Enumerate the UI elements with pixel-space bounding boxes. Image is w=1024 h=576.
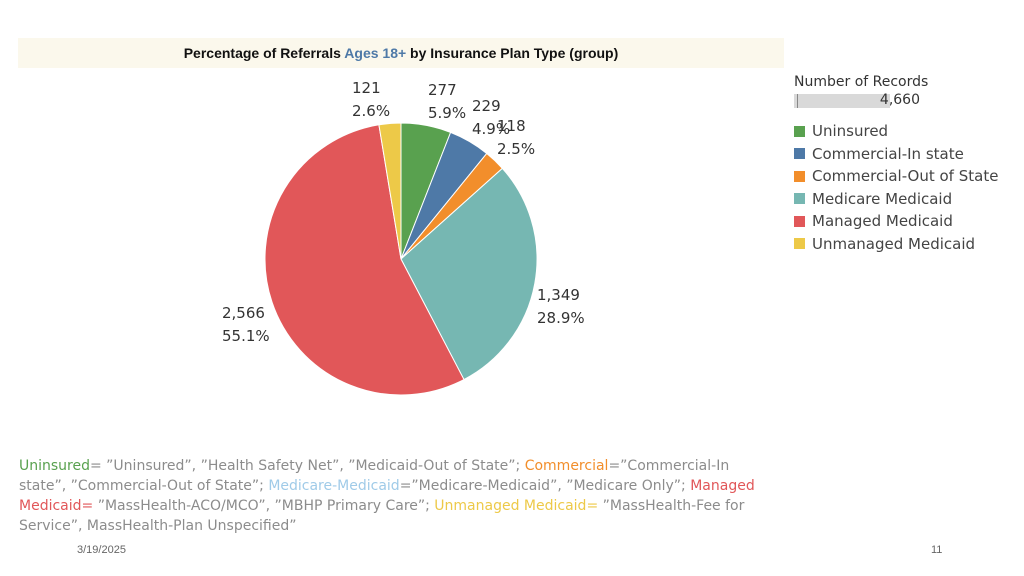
slice-label-unmanaged-medicaid: 121 2.6% [352, 77, 390, 123]
legend-label: Medicare Medicaid [812, 189, 953, 208]
legend-item-commercial-in-state[interactable]: Commercial-In state [794, 143, 998, 166]
slice-pct: 2.5% [497, 140, 536, 158]
note-unmanaged-key: Unmanaged Medicaid= [434, 498, 599, 514]
legend-item-uninsured[interactable]: Uninsured [794, 120, 998, 143]
legend-swatch [794, 148, 805, 160]
slice-pct: 4.9% [472, 120, 511, 138]
slice-label-medicare-medicaid: 1,349 28.9% [537, 284, 585, 330]
legend-label: Unmanaged Medicaid [812, 234, 976, 253]
slice-value: 121 [352, 79, 381, 97]
legend-swatch [794, 215, 805, 227]
slice-label-uninsured: 277 5.9% [428, 79, 466, 125]
note-medicare-val: =”Medicare-Medicaid”, ”Medicare Only”; [399, 478, 691, 494]
size-legend-tick [797, 94, 798, 108]
note-commercial-key: Commercial [524, 458, 609, 474]
slice-label-managed-medicaid: 2,566 55.1% [222, 302, 270, 348]
size-legend-bar: 4,660 [794, 92, 920, 108]
legend-swatch [794, 193, 805, 205]
legend-label: Managed Medicaid [812, 212, 953, 231]
title-text-2: by Insurance Plan Type (group) [406, 45, 619, 61]
size-legend-value: 4,660 [879, 92, 920, 108]
slice-value: 1,349 [537, 286, 580, 304]
slice-value: 118 [497, 117, 526, 135]
legend-label: Uninsured [812, 122, 889, 141]
note-uninsured-key: Uninsured [19, 458, 90, 474]
definitions-note: Uninsured= ”Uninsured”, ”Health Safety N… [19, 456, 779, 536]
title-text-1: Percentage of Referrals [183, 45, 345, 61]
slice-label-commercial-out-of-state: 118 2.5% [497, 115, 535, 161]
footer-date: 3/19/2025 [77, 544, 126, 556]
legend-swatch [794, 170, 805, 182]
note-managed-val: ”MassHealth-ACO/MCO”, ”MBHP Primary Care… [93, 498, 435, 514]
title-band: Percentage of Referrals Ages 18+ by Insu… [18, 38, 784, 68]
legend-item-unmanaged-medicaid[interactable]: Unmanaged Medicaid [794, 233, 998, 256]
legend-item-medicare-medicaid[interactable]: Medicare Medicaid [794, 188, 998, 211]
pie-slice-managed-medicaid[interactable] [264, 124, 465, 396]
note-medicare-key: Medicare-Medicaid [268, 478, 400, 494]
legend-swatch [794, 238, 805, 250]
slice-pct: 28.9% [537, 309, 585, 327]
slice-pct: 2.6% [352, 102, 391, 120]
pie-slice-medicare-medicaid[interactable] [400, 167, 538, 381]
legend-item-commercial-out-of-state[interactable]: Commercial-Out of State [794, 165, 998, 188]
legend-label: Commercial-In state [812, 144, 964, 163]
slice-value: 2,566 [222, 304, 265, 322]
note-commercial-val: =”Commercial-In state”, ”Commercial-Out … [19, 458, 730, 494]
chart-title: Percentage of Referrals Ages 18+ by Insu… [18, 45, 784, 61]
slice-pct: 5.9% [428, 104, 467, 122]
slice-value: 277 [428, 81, 457, 99]
legend-label: Commercial-Out of State [812, 167, 999, 186]
note-unmanaged-val: ”MassHealth-Fee for Service”, MassHealth… [19, 498, 745, 534]
legend-items: Uninsured Commercial-In state Commercial… [794, 120, 998, 255]
slice-pct: 55.1% [222, 327, 270, 345]
legend-swatch [794, 125, 805, 137]
slice-label-commercial-in-state: 229 4.9% [472, 95, 510, 141]
size-legend-title: Number of Records [794, 74, 929, 90]
note-managed-key: Managed Medicaid= [19, 478, 755, 514]
slice-value: 229 [472, 97, 501, 115]
legend-item-managed-medicaid[interactable]: Managed Medicaid [794, 210, 998, 233]
pie-slice-unmanaged-medicaid[interactable] [378, 122, 402, 260]
legend: Number of Records 4,660 Uninsured Commer… [794, 74, 998, 255]
title-highlight: Ages 18+ [344, 45, 407, 61]
page-number: 11 [931, 544, 943, 556]
note-uninsured-val: = ”Uninsured”, ”Health Safety Net”, ”Med… [90, 458, 525, 474]
